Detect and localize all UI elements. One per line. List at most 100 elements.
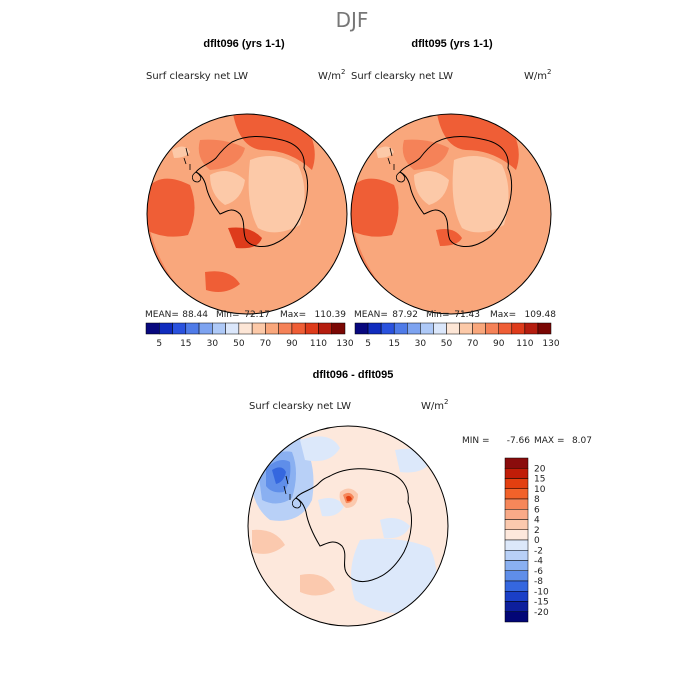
stats-line: MEAN= 88.44 Min= 72.17 Max= 110.39: [145, 310, 346, 320]
contour-region: [172, 146, 190, 158]
field-label: Surf clearsky net LW: [351, 71, 453, 82]
units-label: W/m2: [421, 398, 448, 412]
colorbar-swatch: [504, 591, 529, 602]
colorbar-tick-label: 5: [156, 339, 162, 349]
contour-region: [272, 467, 286, 484]
coastline: [387, 147, 395, 170]
colorbar-tick-label: -20: [534, 608, 549, 618]
contour-region: [300, 574, 335, 596]
colorbar-swatch: [504, 478, 529, 489]
min-label: Min=: [216, 310, 240, 320]
panel-dflt096: dflt096 (yrs 1-1) Surf clearsky net LW W…: [145, 38, 354, 349]
min-value: 71.43: [454, 310, 480, 320]
season-title: DJF: [336, 8, 369, 32]
stats-line: MEAN= 87.92 Min= 71.43 Max= 109.48: [354, 310, 556, 320]
contour-region: [346, 495, 352, 502]
mean-value: 87.92: [392, 310, 418, 320]
colorbar-tick-label: 8: [534, 495, 540, 505]
max-value: 8.07: [572, 436, 592, 446]
colorbar-swatch: [278, 322, 293, 335]
contour-region: [248, 156, 305, 233]
mean-label: MEAN=: [145, 310, 179, 320]
mean-value: 88.44: [182, 310, 208, 320]
contour-region: [205, 271, 240, 292]
map-border: [247, 425, 449, 627]
colorbar-swatch: [537, 322, 552, 335]
colorbar-tick-label: 90: [493, 339, 505, 349]
colorbar-swatch: [504, 611, 529, 623]
colorbar-swatch: [354, 322, 369, 335]
colorbar-tick-label: -4: [534, 557, 543, 567]
colorbar-swatch: [433, 322, 447, 335]
colorbar-tick-label: 50: [233, 339, 245, 349]
colorbar-swatch: [331, 322, 346, 335]
colorbar-swatch: [304, 322, 319, 335]
panel-title: dflt096 (yrs 1-1): [203, 38, 285, 50]
colorbar-swatch: [504, 509, 529, 520]
field-label: Surf clearsky net LW: [249, 401, 351, 412]
colorbar-swatch: [504, 457, 529, 469]
coastline: [183, 147, 191, 170]
coastline: [192, 171, 202, 183]
colorbar-tick-label: -8: [534, 577, 543, 587]
coastline: [283, 475, 291, 500]
colorbar-swatch: [504, 580, 529, 592]
colorbar-tick-label: 15: [388, 339, 399, 349]
colorbar-swatch: [485, 322, 499, 335]
colorbar-tick-label: -10: [534, 587, 549, 597]
contour-region: [147, 178, 195, 237]
colorbar-swatch: [407, 322, 421, 335]
stats-line: MIN = -7.66 MAX = 8.07: [462, 436, 592, 446]
colorbar-swatch: [504, 601, 529, 612]
colorbar-swatch: [318, 322, 332, 335]
contour-region: [452, 156, 509, 233]
colorbar-ticks: 5 15 30 50 70 90 110 130: [156, 339, 353, 349]
contour-region: [300, 436, 340, 462]
colorbar-swatch: [145, 322, 160, 335]
colorbar-tick-label: 15: [180, 339, 191, 349]
colorbar-swatch: [159, 322, 173, 335]
panel-difference: dflt096 - dflt095 Surf clearsky net LW W…: [247, 369, 592, 627]
colorbar-swatch: [504, 539, 529, 551]
colorbar-swatch: [504, 519, 529, 530]
colorbar-tick-label: 0: [534, 536, 540, 546]
contour-region: [354, 114, 551, 314]
colorbar-tick-label: 6: [534, 505, 540, 515]
panel-dflt095: dflt095 (yrs 1-1) Surf clearsky net LW W…: [350, 38, 560, 349]
colorbar-tick-label: 2: [534, 526, 540, 536]
colorbar-swatch: [393, 322, 408, 335]
colorbar-swatch: [504, 560, 529, 571]
colorbar-swatch: [504, 488, 529, 500]
colorbar-tick-label: 50: [441, 339, 453, 349]
colorbar-swatch: [225, 322, 240, 335]
colorbar-swatch: [498, 322, 513, 335]
colorbar-swatch: [291, 322, 306, 335]
colorbar-swatch: [511, 322, 526, 335]
units-label: W/m2: [524, 68, 551, 82]
contour-region: [252, 529, 285, 554]
colorbar-tick-label: -6: [534, 567, 543, 577]
colorbar-tick-label: 70: [467, 339, 479, 349]
coastline: [295, 468, 412, 583]
max-value: 109.48: [525, 310, 557, 320]
colorbar-swatch: [504, 468, 529, 479]
colorbar-swatch: [504, 550, 529, 561]
contour-region: [150, 114, 347, 314]
colorbar-swatch: [504, 570, 529, 582]
colorbar-swatch: [446, 322, 460, 335]
colorbar-tick-label: 4: [534, 516, 540, 526]
colorbar-tick-label: 20: [534, 464, 546, 474]
contour-region: [318, 498, 344, 517]
contour-region: [380, 518, 410, 539]
map-border: [146, 113, 348, 315]
colorbar-tick-label: 90: [286, 339, 298, 349]
colorbar-tick-label: 15: [534, 475, 545, 485]
colorbar-tick-label: 5: [365, 339, 371, 349]
contour-region: [351, 178, 399, 237]
colorbar-tick-label: 30: [415, 339, 427, 349]
min-label: Min=: [426, 310, 450, 320]
colorbar-swatch: [420, 322, 434, 335]
